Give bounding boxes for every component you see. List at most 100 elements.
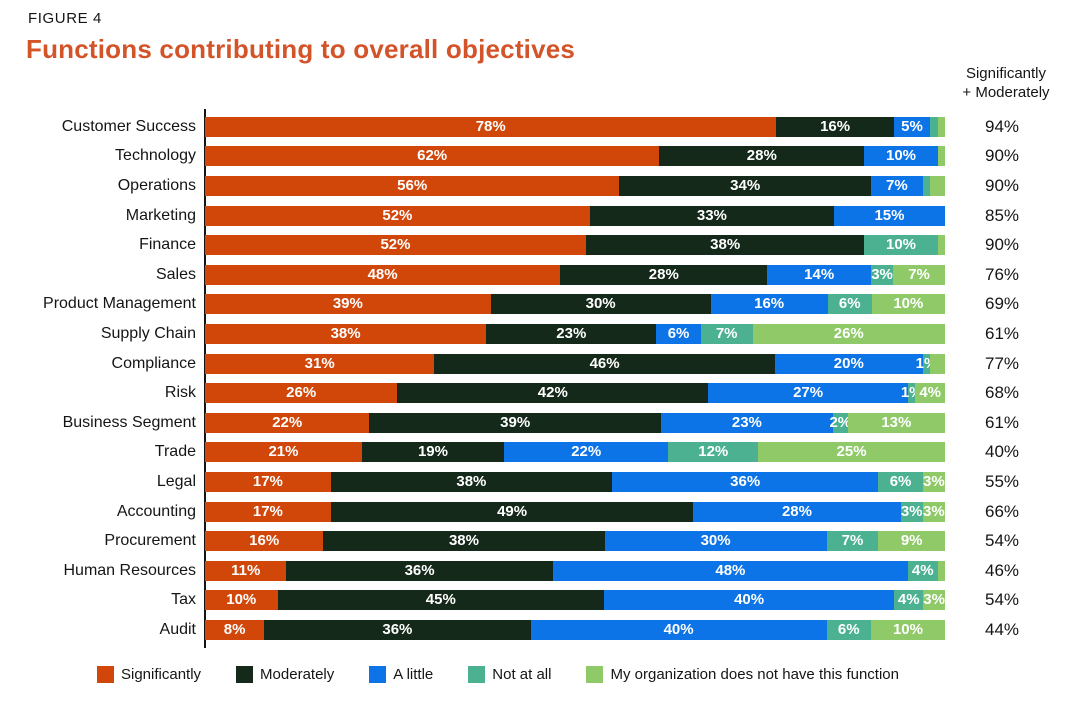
legend-label: Significantly [121, 666, 202, 683]
bar-segment-value: 6% [889, 472, 912, 490]
row-total: 55% [984, 471, 1020, 491]
bar-segment-value: 23% [556, 324, 587, 342]
bar-segment-a-little: 20% [774, 353, 923, 374]
bar-segment-significantly: 39% [205, 294, 491, 315]
bar-segment-significantly: 22% [205, 412, 370, 433]
row-total: 90% [984, 235, 1020, 255]
bar-segment-moderately: 34% [619, 175, 871, 196]
bar-segment-value: 10% [886, 236, 917, 254]
bar-segment-value: 16% [754, 295, 785, 313]
bar-segment-no-function [937, 116, 945, 137]
bar-segment-no-function [937, 560, 945, 581]
bar-segment-not-at-all: 1% [916, 353, 937, 374]
bar-track: 17% 38% 36% 6% 3% [205, 471, 945, 492]
chart-row: Accounting 17% 49% 28% 3% 3% 66% [0, 497, 1078, 527]
bar-segment-significantly: 48% [205, 264, 561, 285]
row-label: Risk [164, 384, 196, 402]
bar-segment-a-little: 40% [530, 619, 827, 640]
bar-segment-not-at-all: 3% [900, 501, 923, 522]
legend-label: Moderately [260, 666, 335, 683]
row-label: Supply Chain [100, 324, 196, 342]
bar-track: 17% 49% 28% 3% 3% [205, 501, 945, 522]
bar-segment-not-at-all: 2% [829, 412, 851, 433]
chart-row: Trade 21% 19% 22% 12% 25% 40% [0, 438, 1078, 468]
bar-track: 11% 36% 48% 4% [205, 560, 945, 581]
bar-segment-no-function [937, 235, 945, 256]
row-total: 61% [984, 323, 1020, 343]
row-total: 44% [984, 619, 1020, 639]
row-label: Operations [117, 176, 196, 194]
bar-segment-value: 28% [746, 147, 777, 165]
bar-segment-value: 30% [585, 295, 616, 313]
legend-item-a-little: A little [369, 666, 433, 683]
bar-segment-no-function: 25% [758, 442, 945, 463]
bar-segment-value: 46% [589, 354, 620, 372]
legend-label: A little [393, 666, 434, 683]
row-total: 68% [984, 383, 1020, 403]
bar-segment-value: 38% [710, 236, 741, 254]
bar-segment-not-at-all: 4% [894, 590, 924, 611]
bar-segment-value: 3% [900, 502, 923, 520]
bar-segment-significantly: 11% [205, 560, 287, 581]
bar-segment-value: 26% [833, 324, 864, 342]
bar-segment-no-function: 7% [893, 264, 945, 285]
bar-track: 21% 19% 22% 12% 25% [205, 442, 945, 463]
bar-segment-moderately: 16% [776, 116, 894, 137]
bar-segment-value: 10% [886, 147, 917, 165]
bar-segment-value: 6% [837, 620, 860, 638]
legend-swatch-no-function [586, 666, 604, 683]
bar-segment-value: 45% [425, 591, 456, 609]
bar-segment-significantly: 17% [205, 471, 331, 492]
bar-segment-not-at-all [922, 175, 931, 196]
bar-segment-value: 21% [268, 443, 299, 461]
legend-label: Not at all [492, 666, 552, 683]
bar-segment-significantly: 56% [205, 175, 620, 196]
bar-segment-value: 40% [663, 620, 694, 638]
chart-row: Sales 48% 28% 14% 3% 7% 76% [0, 260, 1078, 290]
bar-track: 62% 28% 10% [205, 146, 945, 167]
legend-swatch-a-little [369, 666, 387, 683]
bar-segment-no-function: 9% [878, 531, 945, 552]
bar-segment-a-little: 22% [503, 442, 669, 463]
bar-segment-moderately: 23% [486, 323, 657, 344]
bar-segment-value: 3% [923, 502, 945, 520]
bar-track: 26% 42% 27% 1% 4% [205, 383, 945, 404]
chart-row: Tax 10% 45% 40% 4% 3% 54% [0, 586, 1078, 616]
bar-track: 48% 28% 14% 3% 7% [205, 264, 945, 285]
bar-segment-a-little: 28% [693, 501, 901, 522]
bar-segment-value: 12% [698, 443, 729, 461]
bar-segment-value: 10% [892, 620, 923, 638]
chart-row: Audit 8% 36% 40% 6% 10% 44% [0, 615, 1078, 645]
bar-segment-value: 16% [249, 532, 280, 550]
bar-segment-moderately: 42% [397, 383, 709, 404]
bar-segment-a-little: 14% [767, 264, 871, 285]
bar-segment-value: 22% [571, 443, 602, 461]
bar-segment-moderately: 28% [560, 264, 768, 285]
bar-segment-a-little: 15% [833, 205, 945, 226]
bar-segment-value: 23% [731, 413, 762, 431]
bar-segment-significantly: 31% [205, 353, 435, 374]
bar-segment-not-at-all: 6% [826, 619, 871, 640]
legend-item-no-function: My organization does not have this funct… [586, 666, 899, 683]
bar-segment-a-little: 7% [870, 175, 923, 196]
bar-segment-no-function [930, 353, 945, 374]
bar-segment-a-little: 10% [864, 146, 938, 167]
bar-segment-value: 33% [696, 206, 727, 224]
bar-segment-value: 62% [417, 147, 448, 165]
row-label: Customer Success [61, 117, 196, 135]
bar-segment-value: 38% [330, 324, 361, 342]
bar-track: 16% 38% 30% 7% 9% [205, 531, 945, 552]
bar-segment-value: 16% [820, 117, 851, 135]
chart-legend: Significantly Moderately A little Not at al… [97, 666, 899, 683]
legend-swatch-significantly [97, 666, 114, 683]
bar-segment-value: 7% [841, 532, 864, 550]
bar-segment-value: 26% [286, 384, 317, 402]
bar-segment-value: 6% [667, 324, 690, 342]
row-total: 54% [984, 531, 1020, 551]
bar-segment-value: 38% [456, 472, 487, 490]
bar-segment-significantly: 16% [205, 531, 324, 552]
row-label: Accounting [116, 502, 196, 520]
bar-segment-significantly: 10% [205, 590, 278, 611]
bar-segment-value: 31% [304, 354, 335, 372]
bar-segment-value: 34% [730, 176, 761, 194]
